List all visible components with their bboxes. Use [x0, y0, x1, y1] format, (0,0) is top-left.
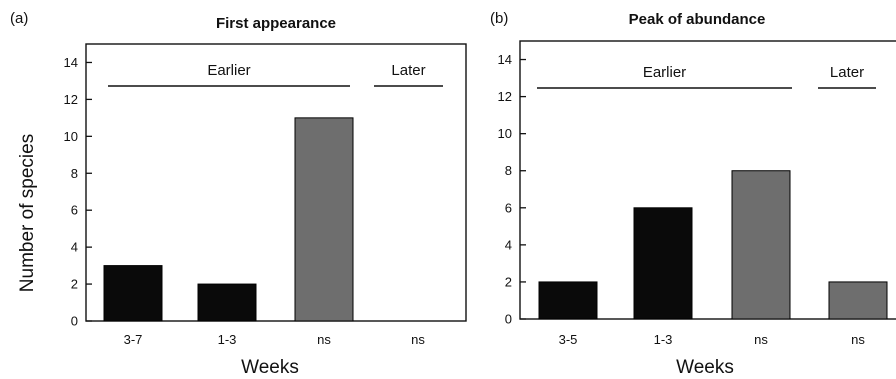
y-tick-label: 14 [498, 52, 512, 67]
x-tick-labels: 3-7 1-3 ns ns [124, 332, 426, 347]
x-tick-label: ns [754, 332, 768, 347]
x-axis-label: Weeks [676, 357, 734, 378]
y-tick-label: 10 [498, 126, 512, 141]
x-tick-label: 1-3 [218, 332, 237, 347]
y-tick-label: 8 [71, 166, 78, 181]
plot-frame [519, 40, 896, 320]
group-label-0: Earlier [207, 62, 250, 79]
y-tick-label: 0 [505, 312, 512, 327]
y-tick-label: 12 [64, 92, 78, 107]
y-axis-label: Number of species [17, 134, 38, 292]
y-tick-label: 10 [64, 129, 78, 144]
y-tick-label: 6 [71, 203, 78, 218]
group-annotations: Earlier Later [108, 62, 443, 87]
chart-title: Peak of abundance [629, 11, 766, 28]
x-tick-label: 1-3 [654, 332, 673, 347]
panel-peak-of-abundance: (b) Peak of abundance Weeks 02468101214 … [490, 10, 896, 378]
panel-first-appearance: (a) First appearance Number of species W… [10, 10, 467, 378]
y-axis: 0 2 4 6 8 10 12 14 [498, 52, 526, 327]
bar-0 [103, 265, 163, 322]
x-axis-label: Weeks [241, 357, 299, 378]
group-label-1: Later [391, 62, 425, 79]
bar-1 [197, 283, 257, 322]
y-tick-label: 6 [505, 200, 512, 215]
panel-label: (b) [490, 10, 508, 27]
bar-0 [538, 281, 598, 320]
y-axis: 0 2 4 6 8 10 12 14 [64, 55, 92, 329]
y-tick-label: 8 [505, 163, 512, 178]
bar-2 [731, 170, 791, 320]
group-label-0: Earlier [643, 64, 686, 81]
bar-series [538, 170, 888, 320]
x-tick-label: ns [851, 332, 865, 347]
y-tick-label: 4 [505, 237, 512, 252]
group-annotations: Earlier Later [537, 64, 876, 89]
y-tick-label: 14 [64, 55, 78, 70]
group-label-1: Later [830, 64, 864, 81]
bar-3 [828, 281, 888, 320]
panel-label: (a) [10, 10, 28, 27]
x-tick-label: 3-5 [559, 332, 578, 347]
y-tick-label: 4 [71, 240, 78, 255]
x-tick-label: ns [411, 332, 425, 347]
chart-title: First appearance [216, 15, 336, 32]
y-tick-label: 0 [71, 314, 78, 329]
y-tick-label: 2 [505, 274, 512, 289]
x-tick-label: 3-7 [124, 332, 143, 347]
bar-2 [294, 117, 354, 322]
bar-1 [633, 207, 693, 320]
y-tick-label: 2 [71, 277, 78, 292]
plot-frame [85, 43, 467, 322]
x-tick-labels: 3-5 1-3 ns ns [559, 332, 866, 347]
x-tick-label: ns [317, 332, 331, 347]
y-tick-label: 12 [498, 89, 512, 104]
bar-series [103, 117, 354, 322]
